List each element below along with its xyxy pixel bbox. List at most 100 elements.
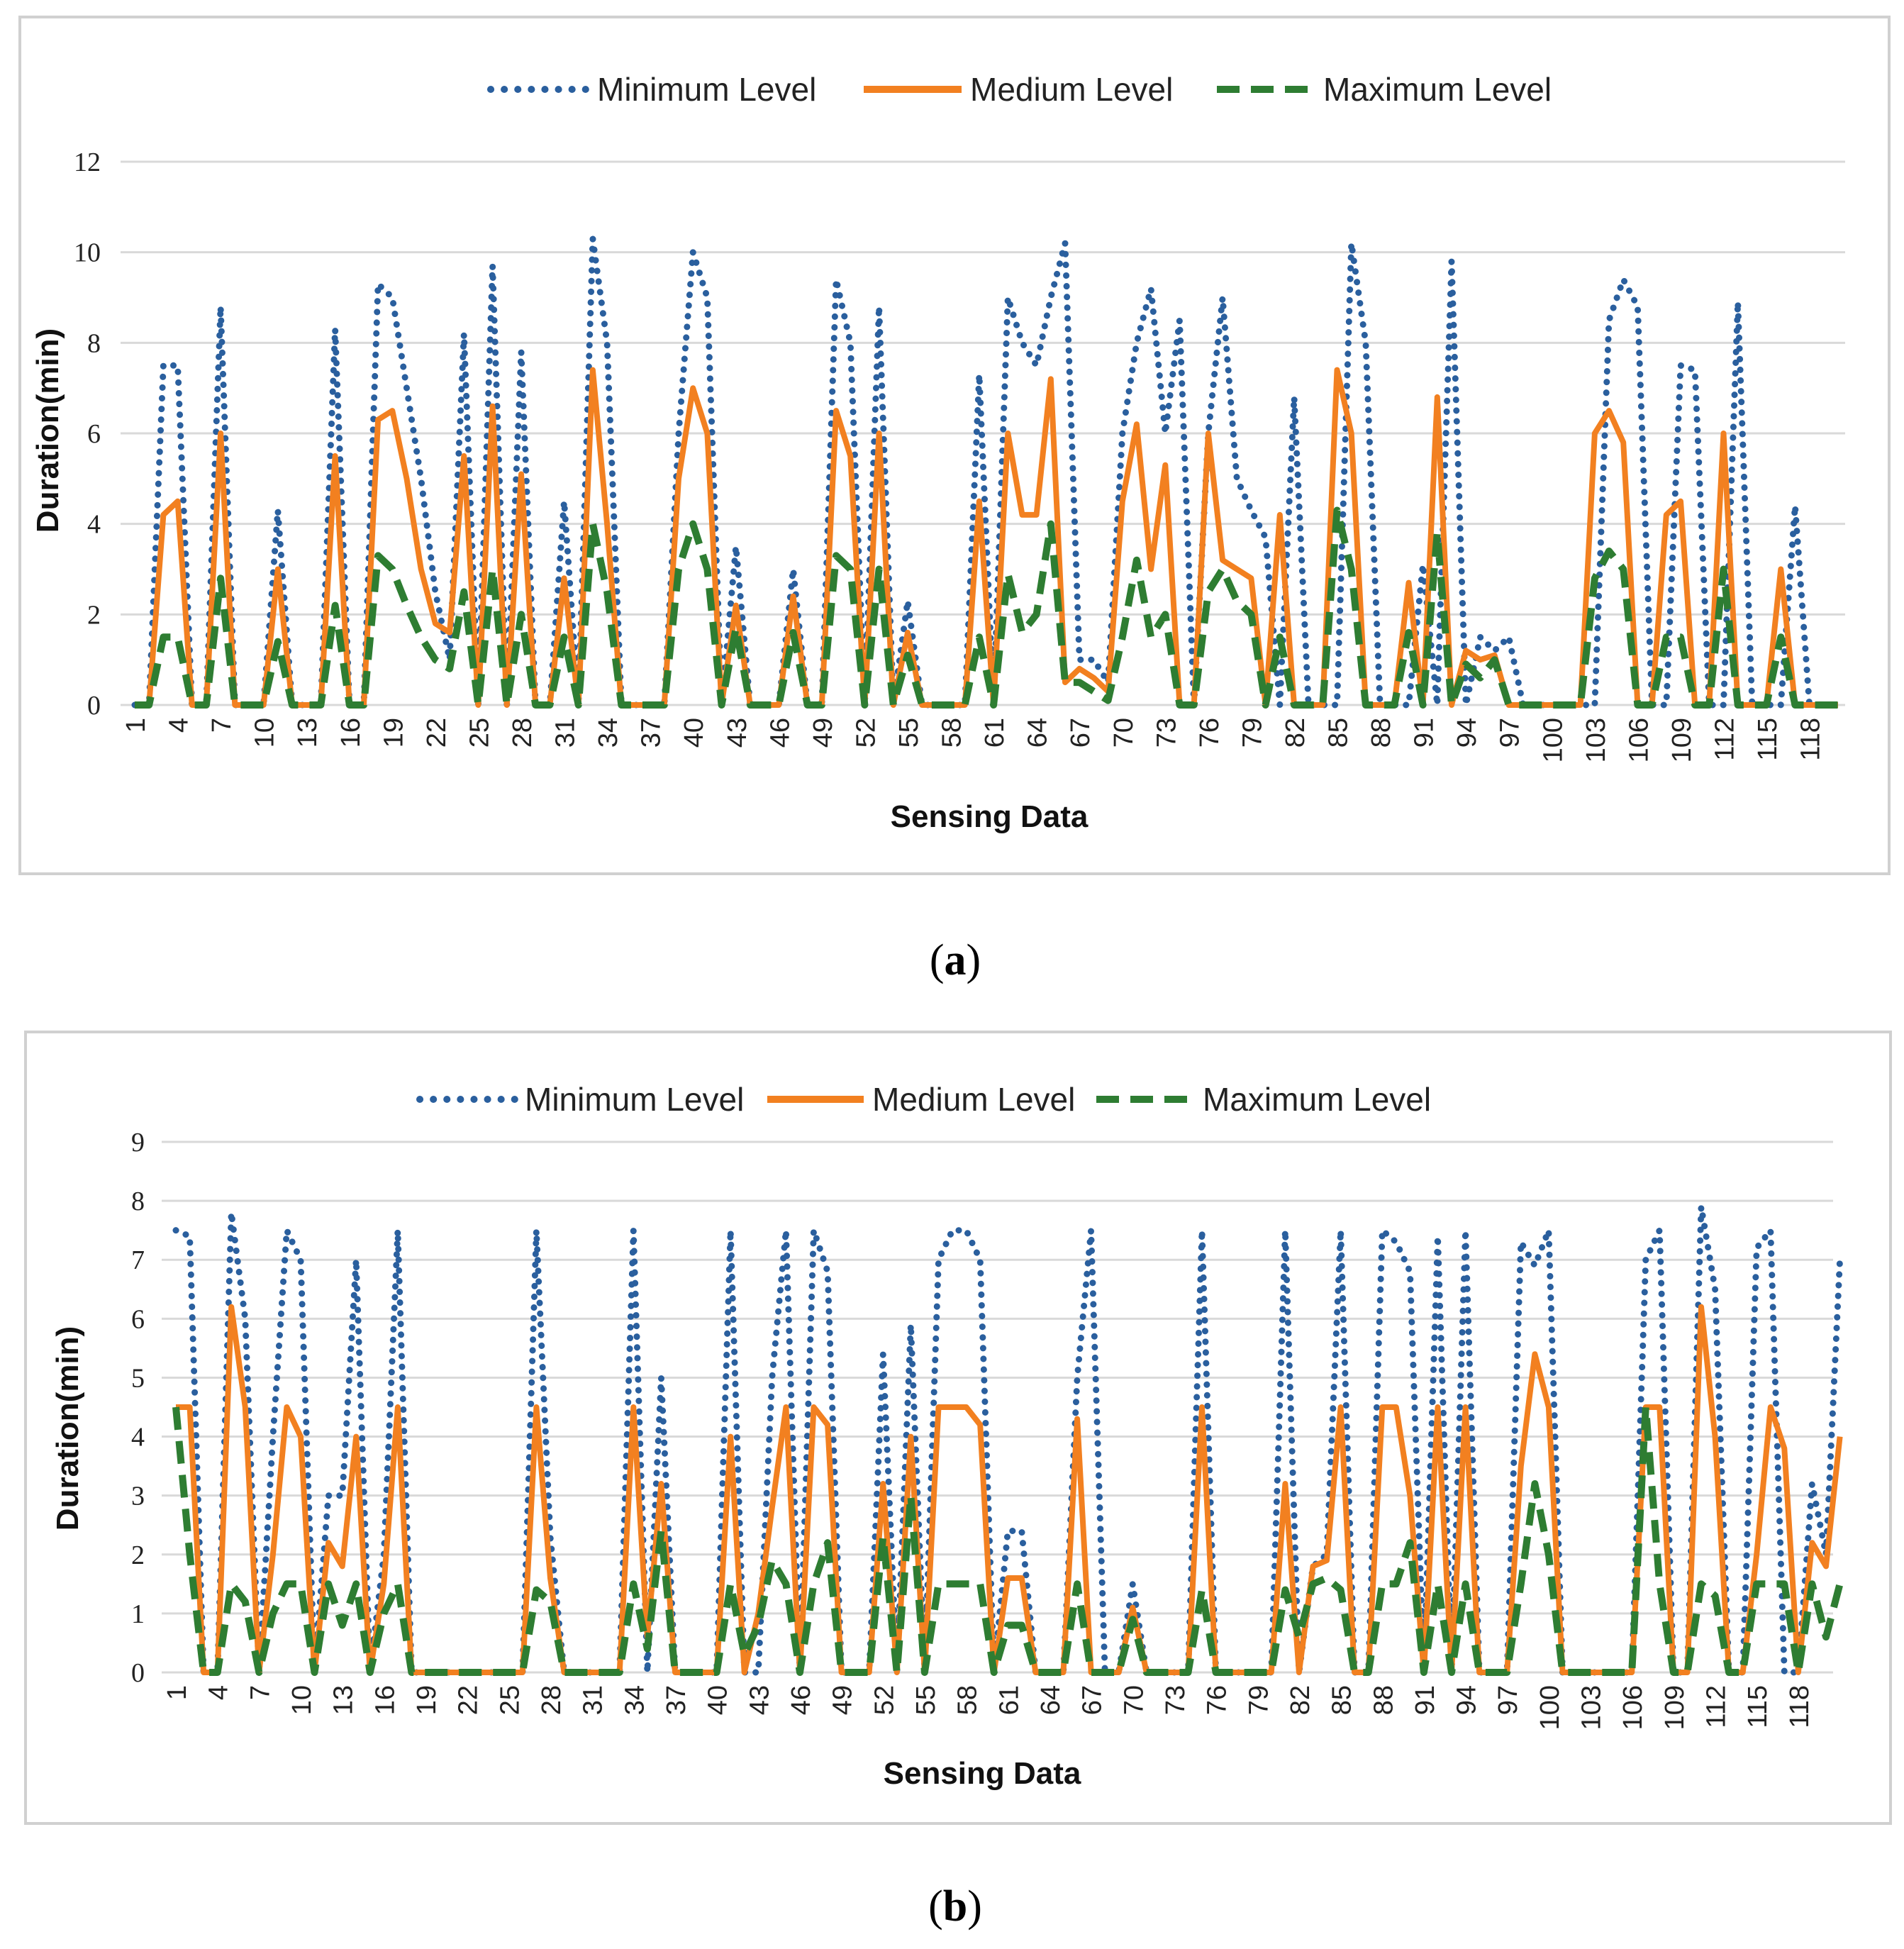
panel-label-b-letter: b: [943, 1882, 967, 1931]
panel-label-b: (b): [928, 1882, 982, 1931]
x-tick-label: 100: [1535, 1685, 1565, 1730]
x-tick-label: 13: [293, 718, 323, 748]
x-tick-label: 61: [994, 1685, 1024, 1715]
chart-b-y-axis-title: Duration(min): [50, 1326, 85, 1531]
legend-b-medium-label: Medium Level: [872, 1081, 1075, 1118]
x-tick-label: 67: [1066, 718, 1096, 748]
x-tick-label: 31: [579, 1685, 608, 1715]
chart-a-x-axis-title: Sensing Data: [891, 799, 1089, 834]
x-tick-label: 85: [1327, 1685, 1357, 1715]
chart-b-frame: [24, 1031, 1892, 1825]
series-line-maximum: [135, 506, 1838, 709]
x-tick-label: 115: [1753, 718, 1783, 761]
x-tick-label: 64: [1036, 1685, 1066, 1715]
legend-b-minimum-label: Minimum Level: [525, 1081, 744, 1118]
y-tick-label: 6: [87, 419, 101, 449]
chart-a-y-axis-title: Duration(min): [30, 328, 65, 533]
x-tick-label: 82: [1286, 1685, 1315, 1715]
legend-a-minimum-label: Minimum Level: [597, 71, 816, 108]
x-tick-label: 4: [204, 1685, 234, 1700]
panel-label-a-letter: a: [945, 936, 967, 984]
x-tick-label: 103: [1577, 1685, 1607, 1730]
x-tick-label: 73: [1161, 1685, 1191, 1715]
chart-a-legend: Minimum Level Medium Level Maximum Level: [487, 71, 1552, 108]
y-tick-label: 4: [87, 510, 101, 540]
x-tick-label: 106: [1618, 1685, 1648, 1730]
x-tick-label: 13: [329, 1685, 359, 1715]
x-tick-label: 34: [594, 718, 623, 748]
x-tick-label: 4: [165, 718, 194, 733]
x-tick-label: 97: [1493, 1685, 1523, 1715]
y-tick-label: 3: [131, 1482, 145, 1511]
x-tick-label: 7: [207, 718, 237, 733]
chart-b-y-tick-labels: 0 1 2 3 4 5 6 7 8 9: [131, 1128, 145, 1688]
x-tick-label: 76: [1203, 1685, 1232, 1715]
x-tick-label: 19: [412, 1685, 442, 1715]
x-tick-label: 43: [745, 1685, 774, 1715]
x-tick-label: 118: [1796, 718, 1826, 761]
x-tick-label: 91: [1410, 1685, 1440, 1715]
x-tick-label: 55: [911, 1685, 941, 1715]
x-tick-label: 73: [1152, 718, 1181, 748]
y-tick-label: 12: [74, 148, 101, 177]
x-tick-label: 64: [1023, 718, 1053, 748]
x-tick-label: 1: [121, 718, 151, 733]
y-tick-label: 0: [87, 691, 101, 721]
x-tick-label: 28: [508, 718, 538, 748]
x-tick-label: 16: [336, 718, 366, 748]
x-tick-label: 82: [1281, 718, 1310, 748]
series-line-maximum: [172, 1404, 1844, 1676]
x-tick-label: 49: [808, 718, 838, 748]
x-tick-label: 34: [620, 1685, 650, 1715]
y-tick-label: 4: [131, 1423, 145, 1453]
x-tick-label: 79: [1237, 718, 1267, 748]
x-tick-label: 22: [454, 1685, 484, 1715]
x-tick-label: 109: [1660, 1685, 1690, 1730]
x-tick-label: 43: [723, 718, 752, 748]
x-tick-label: 70: [1109, 718, 1139, 748]
y-tick-label: 2: [87, 600, 101, 630]
x-tick-label: 103: [1581, 718, 1611, 762]
series-line-medium: [176, 1304, 1843, 1675]
x-tick-label: 58: [953, 1685, 983, 1715]
y-tick-label: 0: [131, 1658, 145, 1688]
x-tick-label: 25: [464, 718, 494, 748]
y-tick-label: 7: [131, 1245, 145, 1275]
x-tick-label: 52: [869, 1685, 899, 1715]
legend-a-maximum-label: Maximum Level: [1323, 71, 1552, 108]
x-tick-label: 7: [245, 1685, 275, 1700]
x-tick-label: 97: [1496, 718, 1525, 748]
x-tick-label: 70: [1119, 1685, 1149, 1715]
x-tick-label: 55: [894, 718, 924, 748]
x-tick-label: 49: [828, 1685, 858, 1715]
y-tick-label: 8: [131, 1187, 145, 1216]
x-tick-label: 109: [1667, 718, 1697, 762]
legend-a-medium-label: Medium Level: [970, 71, 1173, 108]
chart-b-x-axis-title: Sensing Data: [884, 1756, 1081, 1791]
x-tick-label: 31: [551, 718, 581, 748]
chart-a-series: [131, 238, 1842, 709]
chart-a-x-tick-labels: 1 4 7 10 13 16 19 22 25 28 31 34 37 40 43 46 49 52 55 58 61 6…: [121, 718, 1826, 762]
y-tick-label: 6: [131, 1304, 145, 1334]
x-tick-label: 28: [537, 1685, 567, 1715]
y-tick-label: 8: [87, 328, 101, 358]
x-tick-label: 1: [162, 1685, 192, 1700]
x-tick-label: 46: [786, 1685, 816, 1715]
chart-b-legend: Minimum Level Medium Level Maximum Level: [416, 1081, 1431, 1118]
x-tick-label: 94: [1452, 1685, 1482, 1715]
x-tick-label: 46: [765, 718, 795, 748]
x-tick-label: 76: [1195, 718, 1225, 748]
x-tick-label: 22: [422, 718, 452, 748]
x-tick-label: 37: [662, 1685, 691, 1715]
x-tick-label: 40: [679, 718, 709, 748]
x-tick-label: 25: [495, 1685, 525, 1715]
x-tick-label: 118: [1785, 1685, 1815, 1728]
x-tick-label: 85: [1324, 718, 1354, 748]
x-tick-label: 115: [1743, 1685, 1773, 1728]
x-tick-label: 61: [980, 718, 1010, 748]
x-tick-label: 106: [1624, 718, 1654, 762]
x-tick-label: 52: [851, 718, 881, 748]
